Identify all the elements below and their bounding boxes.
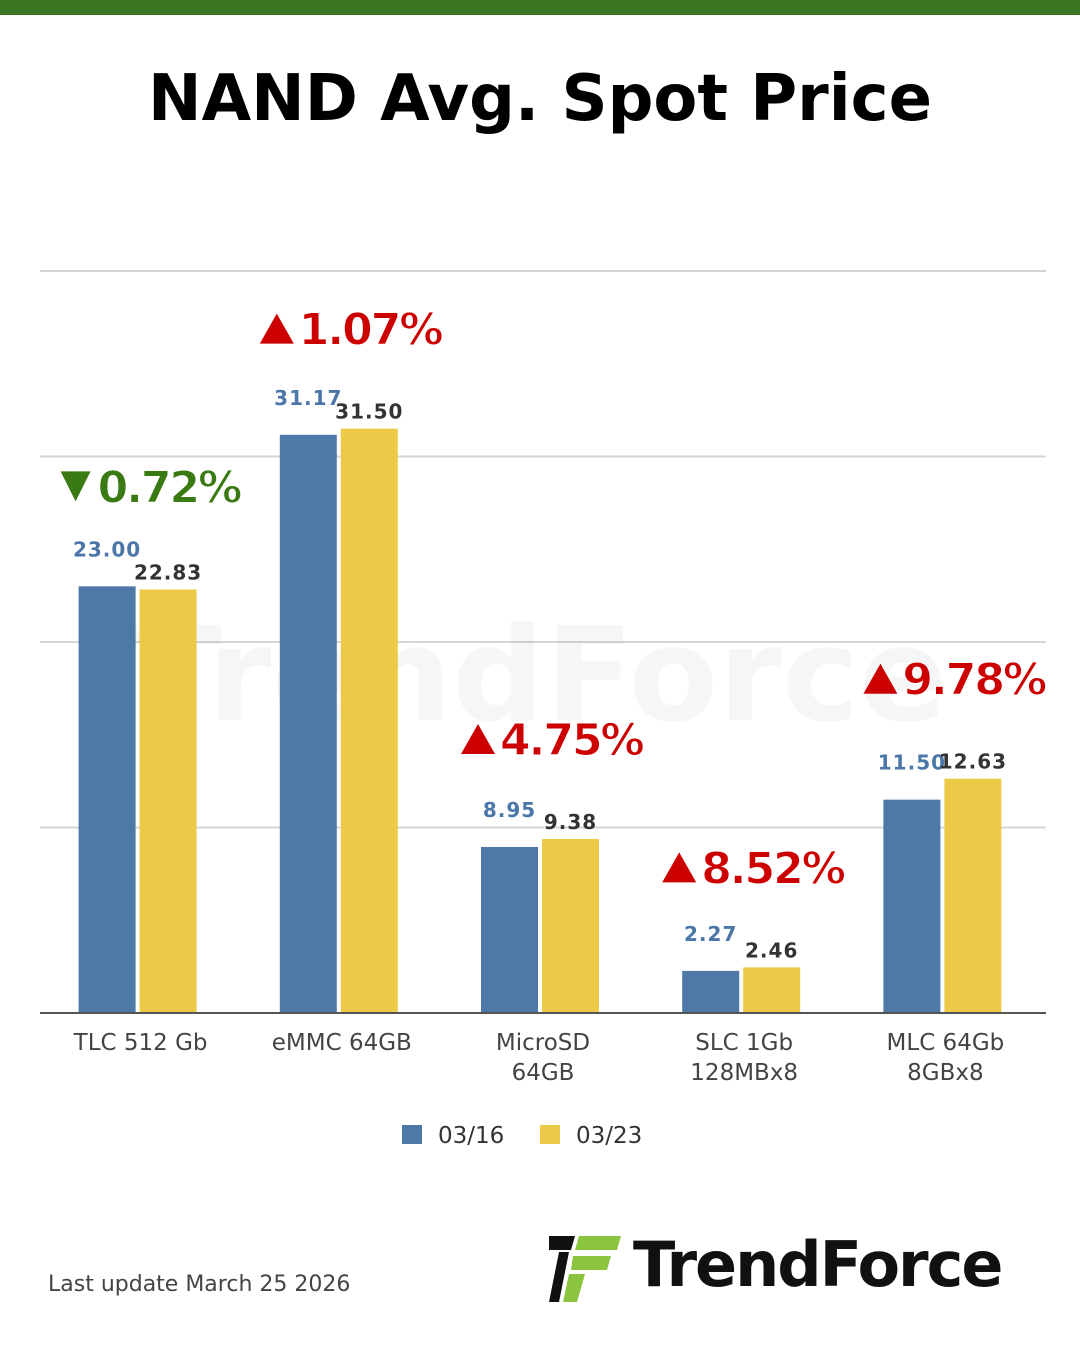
data-label: 12.63 — [939, 750, 1007, 774]
down-arrow-icon — [60, 471, 91, 502]
legend-label: 03/23 — [576, 1123, 642, 1149]
last-update-text: Last update March 25 2026 — [48, 1272, 351, 1297]
data-label: 31.17 — [274, 386, 342, 410]
bar-03-16 — [279, 434, 337, 1013]
bar-03-16 — [883, 799, 941, 1013]
legend-swatch — [402, 1125, 422, 1144]
up-arrow-icon — [259, 313, 294, 344]
chart-title: NAND Avg. Spot Price — [148, 62, 932, 136]
legend-swatch — [540, 1125, 560, 1144]
bar-03-23 — [743, 967, 801, 1013]
header-bar — [0, 0, 1080, 15]
category-label: 128MBx8 — [690, 1060, 798, 1086]
up-arrow-icon — [662, 852, 697, 883]
bar-03-23 — [139, 589, 197, 1013]
bar-03-16 — [78, 586, 136, 1013]
data-label: 11.50 — [878, 751, 946, 775]
category-label: 64GB — [512, 1060, 575, 1086]
bar-03-23 — [944, 778, 1002, 1013]
data-label: 9.38 — [544, 810, 597, 834]
data-label: 22.83 — [134, 561, 202, 585]
data-label: 2.46 — [745, 938, 798, 962]
category-label: TLC 512 Gb — [73, 1030, 208, 1056]
bar-03-16 — [682, 970, 740, 1013]
data-label: 8.95 — [483, 798, 536, 822]
change-percent-label: 9.78% — [902, 655, 1046, 706]
bar-03-23 — [542, 839, 599, 1013]
up-arrow-icon — [863, 663, 898, 694]
up-arrow-icon — [461, 724, 495, 755]
change-percent-label: 1.07% — [299, 305, 443, 356]
category-label: MLC 64Gb — [887, 1030, 1005, 1056]
trendforce-logo-icon — [549, 1236, 621, 1302]
category-label: 8GBx8 — [907, 1060, 983, 1086]
change-percent-label: 0.72% — [98, 462, 242, 513]
trendforce-logo: TrendForce — [545, 1228, 1045, 1308]
legend-label: 03/16 — [438, 1123, 504, 1149]
category-label: eMMC 64GB — [272, 1030, 412, 1056]
data-label: 2.27 — [684, 922, 737, 946]
bar-03-16 — [481, 846, 538, 1013]
bar-03-23 — [340, 428, 398, 1013]
category-label: SLC 1Gb — [695, 1030, 793, 1056]
change-percent-label: 8.52% — [701, 843, 845, 894]
trendforce-logo-text: TrendForce — [633, 1228, 1003, 1301]
change-percent-label: 4.75% — [500, 715, 644, 766]
category-label: MicroSD — [496, 1030, 590, 1056]
data-label: 23.00 — [73, 537, 141, 561]
data-label: 31.50 — [335, 400, 403, 424]
